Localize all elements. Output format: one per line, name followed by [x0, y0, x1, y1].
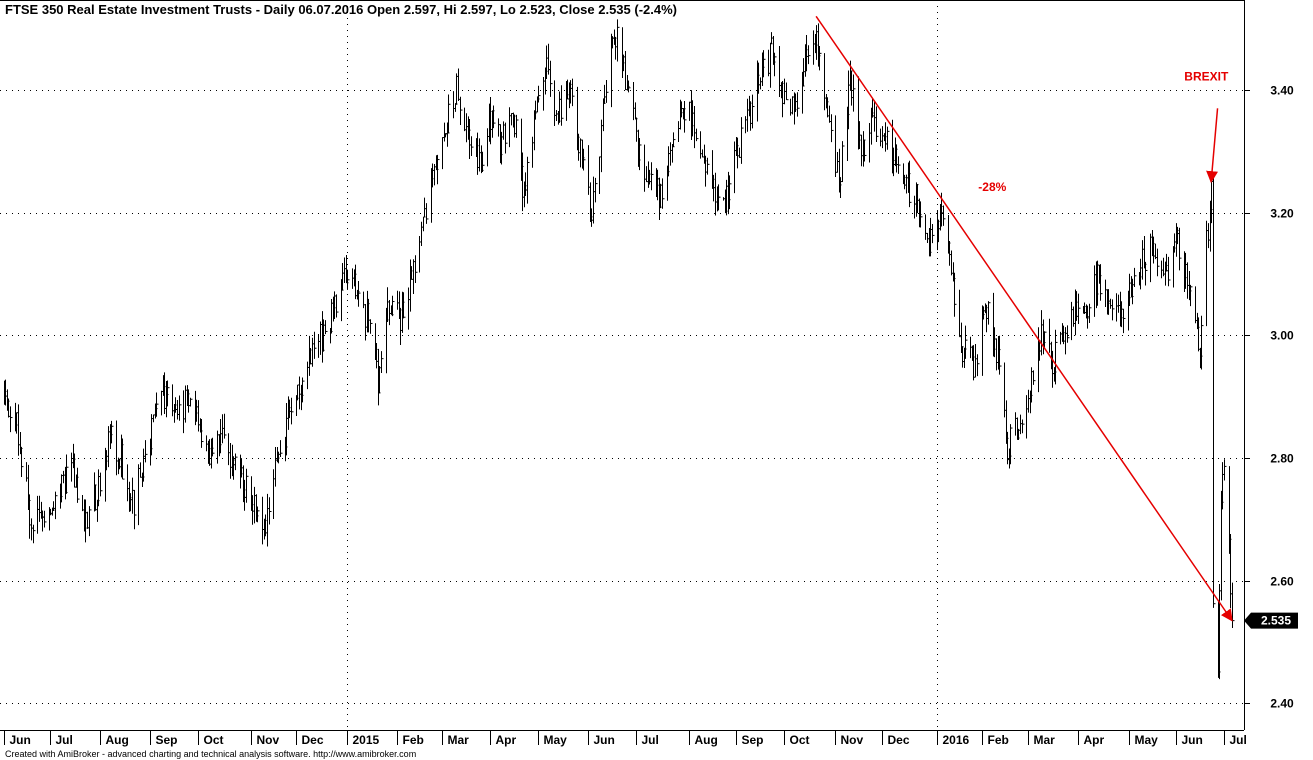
x-tick-label: Oct [790, 733, 810, 747]
x-tick-label: Jul [56, 733, 73, 747]
x-tick-label: Apr [496, 733, 517, 747]
x-tick-label: Jul [1230, 733, 1247, 747]
x-tick-label: Mar [1034, 733, 1056, 747]
y-tick-label: 3.40 [1270, 84, 1294, 98]
price-bars [4, 19, 1235, 680]
x-tick-label: 2016 [943, 733, 970, 747]
x-tick-label: Mar [448, 733, 470, 747]
x-tick-label: Dec [302, 733, 324, 747]
x-tick-label: Jun [10, 733, 31, 747]
x-tick-label: Sep [156, 733, 178, 747]
brexit-arrow [1206, 108, 1219, 184]
axes [0, 0, 1245, 731]
x-tick-label: May [1135, 733, 1159, 747]
x-tick-label: 2015 [353, 733, 380, 747]
x-tick-label: Dec [888, 733, 910, 747]
x-tick-label: Nov [257, 733, 280, 747]
trendline-annotation [815, 15, 1233, 622]
annotations: -28% BREXIT [815, 15, 1233, 622]
x-tick-label: Feb [403, 733, 424, 747]
footer-credit: Created with AmiBroker - advanced charti… [5, 749, 416, 759]
x-tick-label: Aug [695, 733, 718, 747]
trendline-label: -28% [978, 180, 1006, 194]
y-tick-label: 2.60 [1270, 575, 1294, 589]
x-axis-ticks: Jun Jul Aug Sep Oct Nov Dec 2015 Feb Mar Apr May Jun… [4, 730, 1247, 747]
brexit-label: BREXIT [1184, 70, 1229, 84]
y-tick-label: 3.20 [1270, 207, 1294, 221]
x-tick-label: Jul [642, 733, 659, 747]
y-axis-ticks: 2.40 2.60 2.80 3.00 3.20 3.40 2.535 [1244, 84, 1298, 711]
x-tick-label: Oct [204, 733, 224, 747]
y-tick-label: 2.80 [1270, 452, 1294, 466]
y-tick-label: 2.40 [1270, 697, 1294, 711]
x-tick-label: Feb [988, 733, 1009, 747]
x-tick-label: Apr [1084, 733, 1105, 747]
y-tick-label: 3.00 [1270, 329, 1294, 343]
chart-title: FTSE 350 Real Estate Investment Trusts -… [5, 2, 677, 17]
x-tick-label: Sep [742, 733, 764, 747]
x-tick-label: Nov [841, 733, 864, 747]
x-tick-label: Jun [1182, 733, 1203, 747]
x-tick-label: Aug [106, 733, 129, 747]
x-tick-label: Jun [594, 733, 615, 747]
x-tick-label: May [544, 733, 568, 747]
last-value-label: 2.535 [1261, 614, 1291, 628]
last-value-badge [1244, 612, 1298, 629]
